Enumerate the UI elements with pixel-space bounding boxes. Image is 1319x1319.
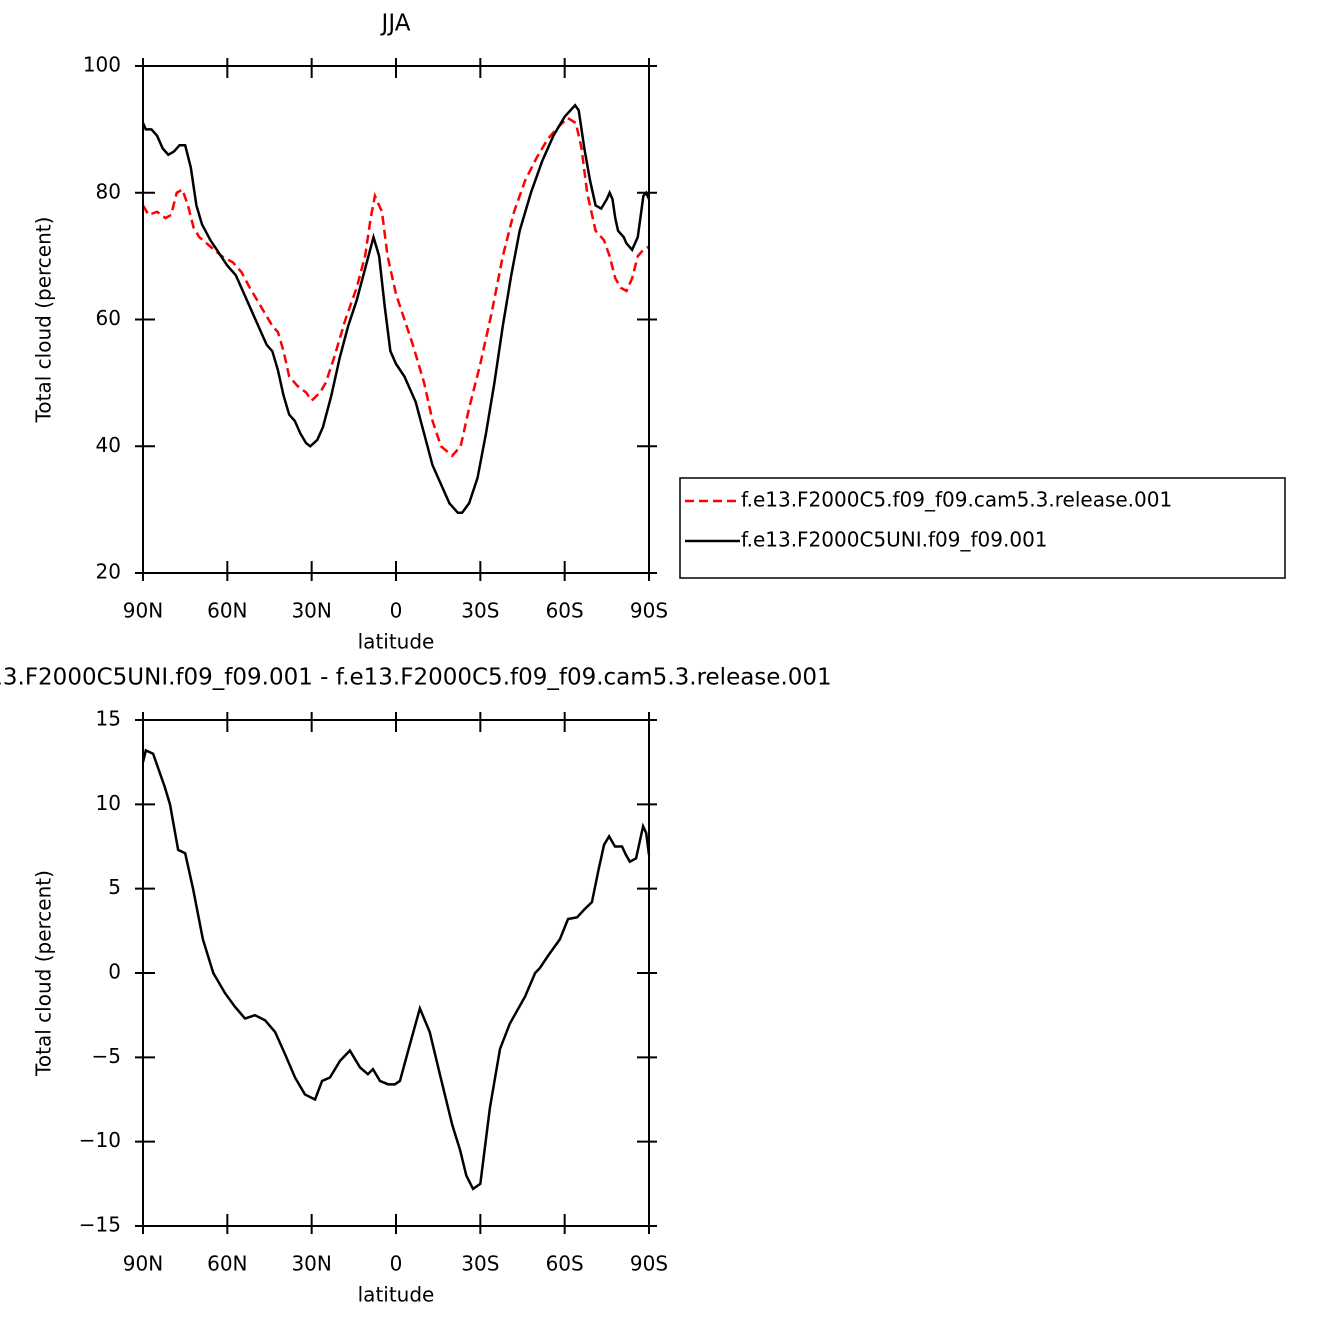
y-tick-label: 80: [96, 179, 121, 203]
legend-box: [679, 477, 1286, 579]
y-tick-label: 100: [83, 53, 121, 77]
x-tick-label: 0: [390, 1252, 403, 1276]
chart-title: f.e13.F2000C5UNI.f09_f09.001 - f.e13.F20…: [0, 665, 832, 691]
y-tick-label: 5: [108, 875, 121, 899]
x-tick-label: 90S: [630, 1252, 668, 1276]
x-tick-label: 60N: [207, 599, 247, 623]
x-tick-label: 30N: [291, 1252, 331, 1276]
y-tick-label: 0: [108, 960, 121, 984]
y-tick-label: 10: [96, 791, 121, 815]
x-tick-label: 30S: [461, 1252, 499, 1276]
data-line: [141, 116, 650, 458]
x-tick-label: 90N: [123, 599, 163, 623]
y-tick-label: 40: [96, 433, 121, 457]
x-axis-label: latitude: [358, 630, 435, 654]
y-axis-label: Total cloud (percent): [32, 870, 56, 1077]
data-line: [141, 103, 651, 515]
x-tick-label: 60S: [546, 1252, 584, 1276]
x-tick-label: 60N: [207, 1252, 247, 1276]
x-tick-label: 30S: [461, 599, 499, 623]
data-line: [141, 748, 651, 1191]
y-axis-label: Total cloud (percent): [32, 217, 56, 424]
y-tick-label: 60: [96, 306, 121, 330]
y-tick-label: 15: [96, 707, 121, 731]
chart-title: JJA: [380, 11, 411, 37]
legend-label: f.e13.F2000C5UNI.f09_f09.001: [741, 528, 1048, 552]
x-tick-label: 90N: [123, 1252, 163, 1276]
x-tick-label: 90S: [630, 599, 668, 623]
y-tick-label: −15: [79, 1213, 121, 1237]
x-axis-label: latitude: [358, 1283, 435, 1307]
x-tick-label: 60S: [546, 599, 584, 623]
legend-label: f.e13.F2000C5.f09_f09.cam5.3.release.001: [741, 488, 1172, 512]
y-tick-label: −10: [79, 1128, 121, 1152]
y-tick-label: 20: [96, 560, 121, 584]
plot-frame: [142, 719, 650, 1227]
x-tick-label: 30N: [291, 599, 331, 623]
x-tick-label: 0: [390, 599, 403, 623]
plot-frame: [142, 65, 650, 574]
y-tick-label: −5: [92, 1044, 121, 1068]
